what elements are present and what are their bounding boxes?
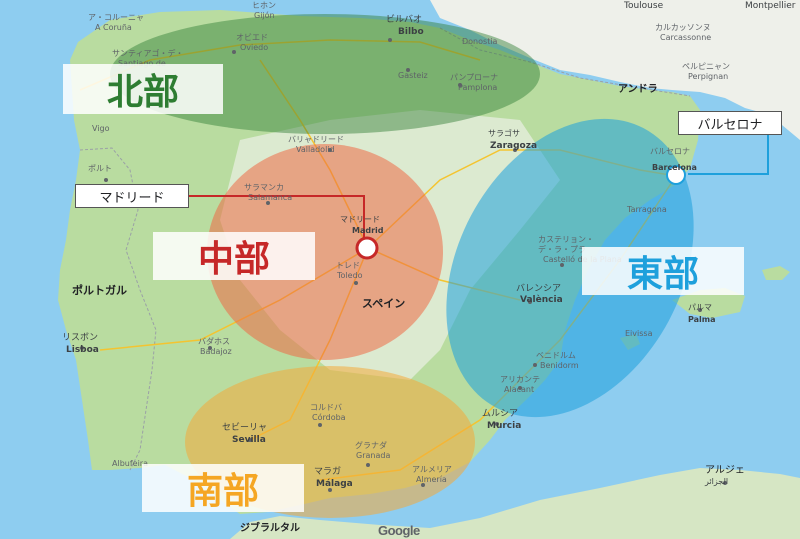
label-castellon-ja: カステリョン・ (538, 235, 594, 244)
barcelona-callout[interactable]: バルセロナ (678, 111, 782, 135)
label-lisbon-ja: リスボン (62, 333, 99, 343)
label-almeria-ja: アルメリア (412, 465, 452, 474)
label-oviedo: Oviedo (240, 43, 269, 52)
region-east-area[interactable] (397, 76, 743, 460)
label-andorra: アンドラ (618, 84, 658, 95)
label-perpignan: Perpignan (688, 72, 729, 81)
label-valencia-ja: バレンシア (516, 284, 562, 294)
label-porto: ポルト (88, 164, 112, 173)
label-coruna: A Coruña (95, 23, 132, 32)
land-france (430, 0, 800, 140)
label-valladolid-ja: バリャドリード (288, 135, 344, 144)
region-east-text: 東部 (626, 254, 699, 295)
region-south-text: 南部 (186, 471, 259, 512)
label-algeria-ar: الجزائر (705, 477, 729, 486)
label-benidorm: Benidorm (540, 361, 579, 370)
label-toledo: Toledo (337, 271, 363, 280)
madrid-callout-line (188, 195, 365, 238)
label-coruna-ja: ア・コルーニャ (88, 13, 144, 22)
label-algeria: アルジェ (705, 465, 745, 476)
label-toulouse: Toulouse (624, 1, 664, 11)
google-logo: Google (378, 523, 420, 538)
label-portugal: ポルトガル (72, 284, 127, 297)
label-cordoba-ja: コルドバ (310, 403, 342, 412)
label-salamanca: Salamanca (248, 193, 293, 202)
label-palma: Palma (688, 315, 716, 324)
label-oviedo-ja: オビエド (236, 33, 268, 42)
region-central-text: 中部 (197, 239, 270, 280)
mallorca (672, 288, 745, 318)
region-north-text: 北部 (106, 72, 179, 113)
region-south-label[interactable]: 南部 (142, 464, 304, 512)
label-carcassonne-ja: カルカッソンヌ (655, 23, 711, 32)
label-seville-ja: セビーリャ (222, 423, 268, 433)
madrid-callout[interactable]: マドリード (75, 184, 189, 208)
label-castellon-ja2: デ・ラ・プラ (538, 245, 586, 254)
label-granada: Granada (356, 451, 391, 460)
label-murcia: Murcia (487, 421, 522, 431)
label-alicante-ja: アリカンテ (500, 375, 540, 384)
label-gijon-ja: ヒホン (252, 1, 276, 10)
label-valladolid: Valladolid (296, 145, 335, 154)
label-toledo-ja: トレド (336, 261, 360, 270)
label-lisbon: Lisboa (66, 345, 99, 355)
label-montpellier: Montpellier (745, 1, 796, 11)
land-africa (230, 468, 800, 539)
label-gijon: Gijón (254, 11, 275, 20)
label-pamplona-ja: パンプローナ (450, 73, 499, 82)
label-salamanca-ja: サラマンカ (244, 183, 284, 192)
label-almeria: Almería (416, 475, 447, 484)
label-madrid-ja: マドリード (340, 215, 380, 224)
label-malaga: Málaga (316, 479, 353, 489)
label-gasteiz: Gasteiz (398, 71, 428, 80)
label-benidorm-ja: ベニドルム (536, 351, 576, 360)
label-palma-ja: パルマ (688, 303, 712, 312)
label-carcassonne: Carcassonne (660, 33, 712, 42)
region-north-label[interactable]: 北部 (63, 64, 223, 114)
label-bilbao: Bilbo (398, 27, 424, 37)
region-central-label[interactable]: 中部 (153, 232, 315, 280)
label-santiago: Santiago de (118, 60, 166, 68)
label-murcia-ja: ムルシア (482, 409, 519, 419)
madrid-marker[interactable] (355, 236, 379, 260)
city-dots (80, 38, 727, 492)
barcelona-callout-text: バルセロナ (697, 117, 763, 133)
label-albufeira: Albufeira (112, 459, 148, 468)
border-portugal (79, 147, 157, 471)
label-madrid: Madrid (352, 226, 384, 235)
label-barcelona-ja: バルセロナ (650, 147, 690, 156)
label-badajoz-ja: バダホス (198, 337, 230, 346)
region-central-area[interactable] (207, 144, 443, 360)
label-alicante: Alacant (504, 385, 535, 394)
label-valencia: València (520, 295, 563, 305)
label-tarragona: Tarragona (627, 205, 667, 214)
label-santiago-ja: サンティアゴ・デ・ (112, 49, 184, 58)
label-ibiza: Eivissa (625, 329, 653, 338)
label-vigo: Vigo (92, 124, 110, 133)
barcelona-marker[interactable] (666, 165, 686, 185)
label-zaragoza-ja: サラゴサ (488, 129, 520, 138)
label-spain: スペイン (362, 297, 406, 310)
label-pamplona: Pamplona (458, 83, 498, 92)
label-barcelona: Barcelona (652, 163, 697, 172)
label-gibraltar: ジブラルタル (240, 523, 300, 534)
label-cordoba: Córdoba (312, 413, 346, 422)
label-badajoz: Badajoz (200, 347, 232, 356)
label-granada-ja: グラナダ (355, 441, 387, 450)
label-perpignan-ja: ペルピニャン (682, 62, 730, 71)
madrid-callout-text: マドリード (99, 190, 165, 206)
label-bilbao-ja: ビルバオ (386, 15, 423, 25)
region-east-label[interactable]: 東部 (582, 247, 744, 295)
label-donostia: Donostia (462, 37, 498, 46)
menorca (762, 266, 790, 280)
label-seville: Sevilla (232, 435, 266, 445)
label-zaragoza: Zaragoza (490, 141, 538, 151)
label-malaga-ja: マラガ (314, 467, 342, 477)
